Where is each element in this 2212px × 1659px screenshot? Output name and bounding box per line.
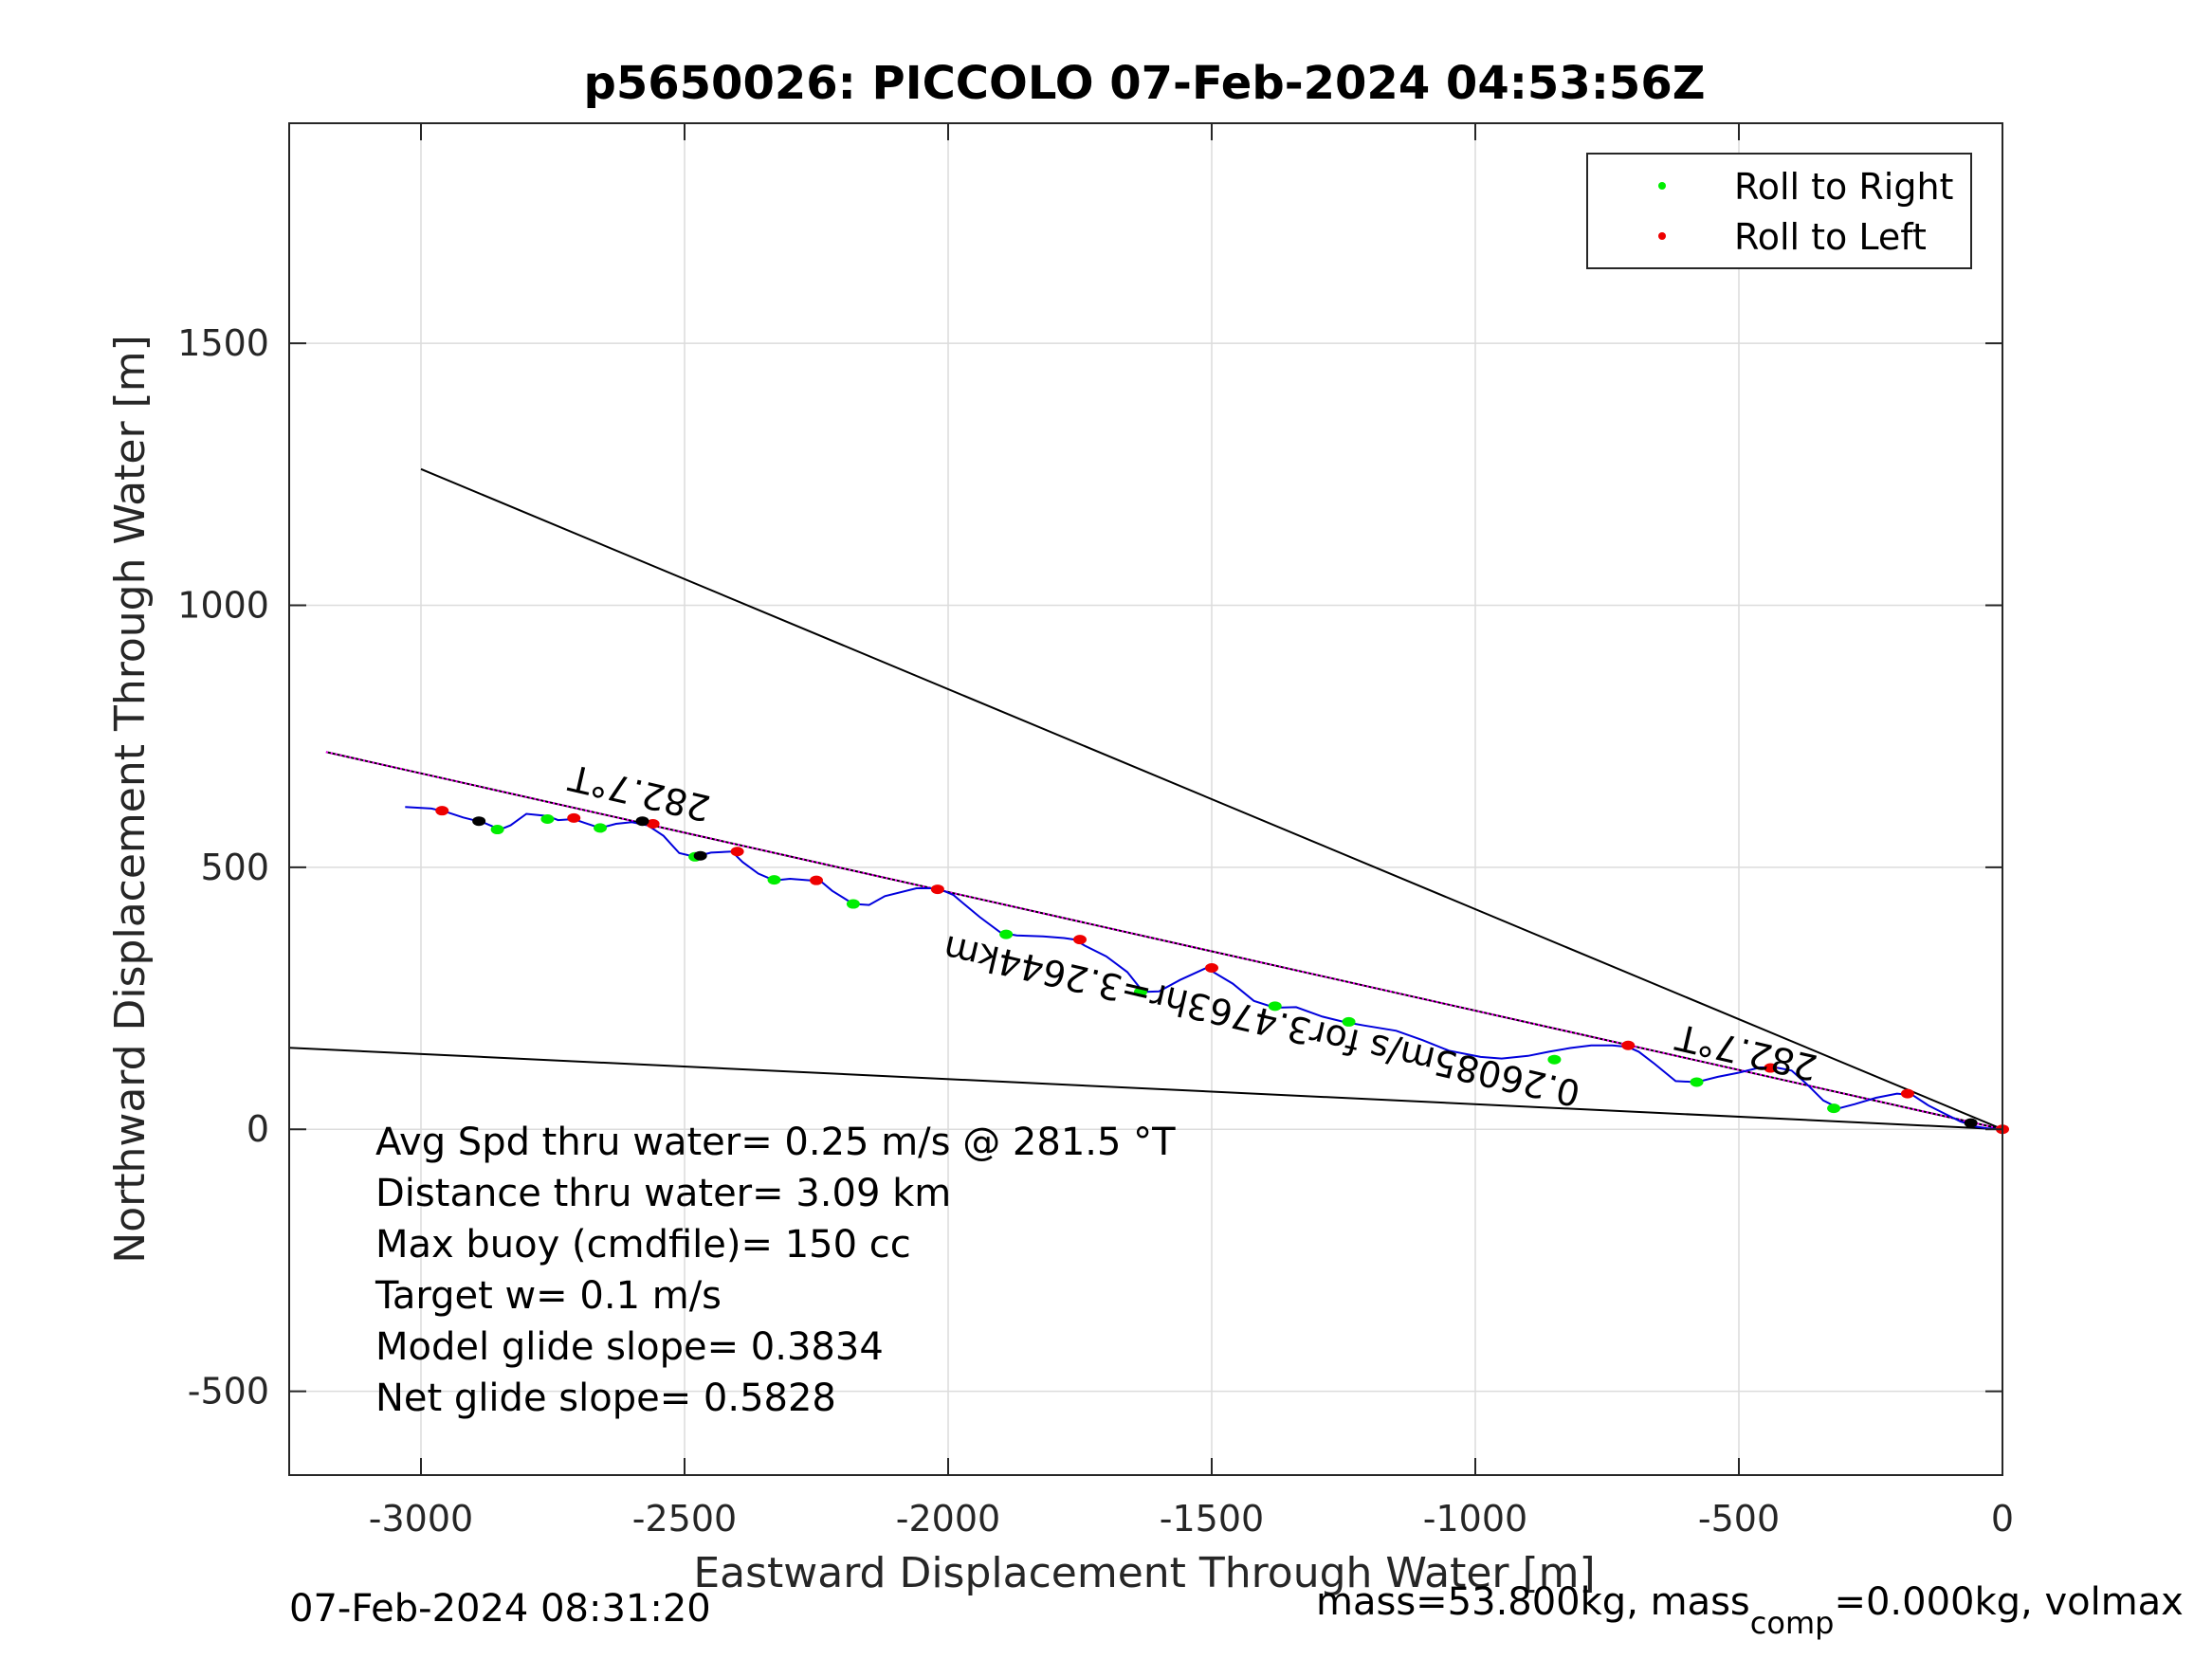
track-annotation: 0.26085m/s for3.4763hr=3.2644km <box>940 927 1584 1115</box>
legend-box <box>1586 153 1972 269</box>
roll-right-point <box>767 875 781 885</box>
info-line: Max buoy (cmdfile)= 150 cc <box>375 1223 911 1267</box>
roll-right-point <box>1133 987 1147 997</box>
x-tick-label: -1500 <box>1160 1498 1264 1540</box>
glider-track <box>405 806 2003 1131</box>
black-point <box>635 816 649 827</box>
roll-left-point <box>730 847 744 857</box>
roll-left-point <box>1621 1040 1636 1050</box>
info-line: Distance thru water= 3.09 km <box>375 1172 951 1215</box>
info-text-block: Avg Spd thru water= 0.25 m/s @ 281.5 °T D… <box>375 1121 1176 1420</box>
footer-mass-subscript: comp <box>1749 1605 1835 1641</box>
roll-right-point <box>1547 1054 1562 1065</box>
y-tick-label: 0 <box>247 1108 269 1150</box>
envelope-line <box>420 467 2002 1131</box>
roll-left-point <box>1205 962 1218 973</box>
y-tick-label: 500 <box>200 847 269 888</box>
x-tick-label: -2500 <box>632 1498 737 1540</box>
info-line: Model glide slope= 0.3834 <box>375 1325 884 1369</box>
roll-left-point <box>1764 1063 1778 1073</box>
roll-right-point <box>999 929 1014 939</box>
legend-label-roll-left: Roll to Left <box>1734 216 1927 258</box>
black-point <box>1964 1118 1978 1128</box>
footer-mass-rest: =0.000kg, volmax <box>1834 1580 2184 1624</box>
roll-right-point <box>594 823 608 833</box>
track-annotation: 282.7°T <box>1672 1015 1821 1088</box>
black-point <box>472 816 486 827</box>
roll-left-point <box>810 875 823 885</box>
roll-left-point <box>1073 935 1087 945</box>
x-tick-label: -1000 <box>1423 1498 1527 1540</box>
roll-left-point <box>930 884 944 895</box>
footer-mass-text: mass=53.800kg, mass <box>1316 1580 1750 1624</box>
black-point <box>693 850 707 861</box>
info-line: Avg Spd thru water= 0.25 m/s @ 281.5 °T <box>375 1121 1176 1164</box>
roll-right-point <box>1827 1103 1841 1114</box>
x-axis-label: Eastward Displacement Through Water [m] <box>693 1549 1595 1597</box>
info-line: Target w= 0.1 m/s <box>375 1274 722 1318</box>
legend-marker-roll-left <box>1658 232 1666 240</box>
annotations: 282.7°T0.26085m/s for3.4763hr=3.2644km 28… <box>564 757 1820 1115</box>
x-tick-label: 0 <box>1991 1498 2014 1540</box>
roll-left-point <box>567 812 581 823</box>
x-tick-label: -3000 <box>369 1498 473 1540</box>
chart-title: p5650026: PICCOLO 07-Feb-2024 04:53:56Z <box>583 57 1705 110</box>
footer-mass-info: mass=53.800kg, masscomp=0.000kg, volmax <box>1316 1580 2184 1641</box>
data-points <box>435 806 2009 1135</box>
y-tick-label: 1500 <box>177 322 269 364</box>
legend-marker-roll-right <box>1658 182 1666 190</box>
envelope-line <box>289 1047 2002 1131</box>
roll-right-point <box>1342 1016 1356 1027</box>
y-tick-label: -500 <box>188 1371 269 1413</box>
y-tick-label: 1000 <box>177 584 269 626</box>
grid <box>289 123 2003 1475</box>
info-line: Net glide slope= 0.5828 <box>375 1376 836 1420</box>
axis-ticks: -3000 -2500 -2000 -1500 -1000 -500 0 -500 0 500 10… <box>177 123 2014 1540</box>
x-tick-label: -500 <box>1698 1498 1780 1540</box>
heading-line <box>325 751 2003 1131</box>
roll-right-point <box>540 814 555 825</box>
roll-right-point <box>490 825 504 835</box>
legend: Roll to Right Roll to Left <box>1586 153 1972 269</box>
roll-left-point <box>435 806 449 816</box>
y-axis-label: Northward Displacement Through Water [m] <box>106 335 155 1263</box>
x-tick-label: -2000 <box>896 1498 1000 1540</box>
axes-box <box>288 122 2003 1476</box>
roll-left-point <box>1900 1088 1914 1099</box>
roll-right-point <box>1268 1001 1282 1012</box>
legend-label-roll-right: Roll to Right <box>1734 166 1953 208</box>
roll-right-point <box>846 899 860 909</box>
roll-right-point <box>1690 1077 1704 1087</box>
roll-left-point <box>646 818 660 829</box>
footer-timestamp: 07-Feb-2024 08:31:20 <box>289 1587 711 1631</box>
